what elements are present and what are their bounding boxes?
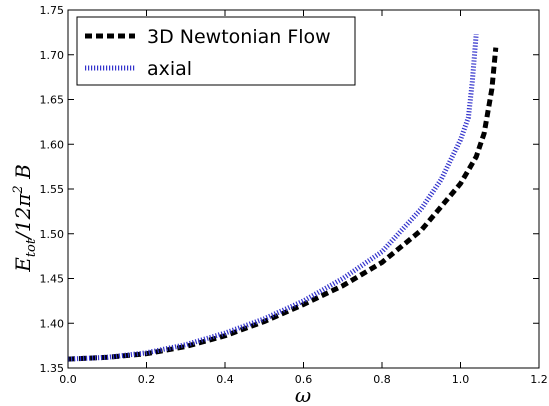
x-tick-label: 0.4 [216, 373, 234, 386]
series-line-newtonian [67, 47, 499, 362]
x-tick-label: 0.0 [59, 373, 77, 386]
y-axis-title-sub: tot [24, 238, 39, 257]
x-axis: 0.0 0.2 0.4 0.6 0.8 1.0 1.2 [59, 10, 548, 386]
x-axis-title: ω [295, 383, 311, 406]
legend-label-newtonian: 3D Newtonian Flow [147, 26, 331, 48]
y-tick-label: 1.45 [40, 273, 65, 286]
legend: 3D Newtonian Flow axial [76, 16, 356, 86]
y-tick-label: 1.70 [40, 49, 65, 62]
x-tick-label: 1.2 [530, 373, 548, 386]
x-tick-label: 1.0 [452, 373, 470, 386]
y-axis-title: Etot/12π2 B [11, 164, 39, 273]
y-tick-label: 1.75 [40, 4, 65, 17]
legend-frame [76, 16, 356, 86]
y-tick-label: 1.55 [40, 183, 65, 196]
y-tick-label: 1.65 [40, 94, 65, 107]
y-axis-title-sup: 2 [11, 185, 26, 194]
x-tick-label: 0.2 [138, 373, 156, 386]
y-tick-label: 1.40 [40, 317, 65, 330]
y-axis-title-end: B [11, 164, 35, 185]
x-tick-label: 0.6 [295, 373, 313, 386]
y-axis: 1.35 1.40 1.45 1.50 1.55 1.60 1.65 1.70 1.75 [40, 4, 539, 375]
x-tick-label: 0.8 [373, 373, 391, 386]
series-layer [67, 33, 499, 362]
legend-label-axial: axial [147, 58, 192, 80]
y-tick-label: 1.35 [40, 362, 65, 375]
y-tick-label: 1.60 [40, 138, 65, 151]
y-axis-title-rest: /12π [11, 193, 35, 241]
y-tick-label: 1.50 [40, 228, 65, 241]
y-axis-title-main: E [11, 257, 35, 273]
